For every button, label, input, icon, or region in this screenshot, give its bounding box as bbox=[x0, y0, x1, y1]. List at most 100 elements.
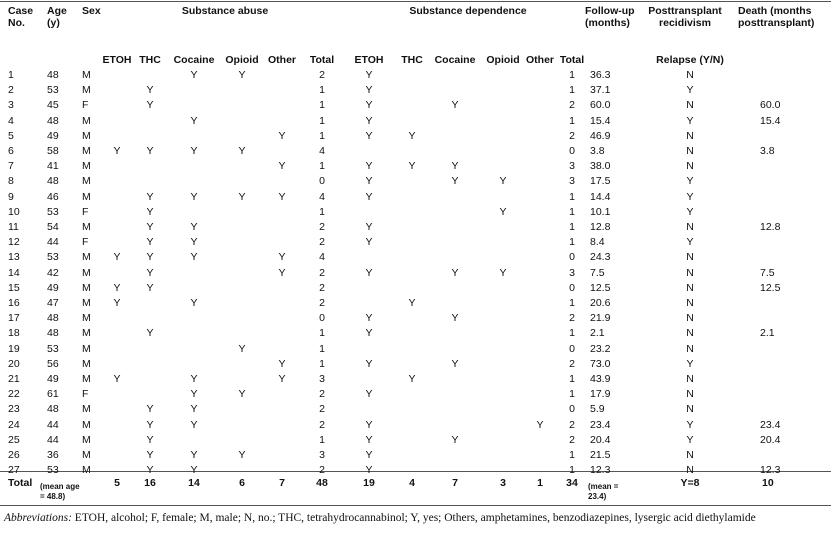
table-cell: N bbox=[686, 312, 694, 325]
table-cell: Y bbox=[146, 449, 154, 461]
table-cell: Y bbox=[146, 84, 154, 97]
subheader-cell: ETOH bbox=[102, 54, 132, 66]
table-cell: 2 bbox=[319, 418, 325, 431]
table-cell: Y bbox=[365, 312, 373, 325]
table-cell: Y bbox=[365, 69, 373, 81]
table-cell: 25 bbox=[8, 433, 20, 446]
table-cell: 20.4 bbox=[760, 433, 781, 446]
subheader-cell: Cocaine bbox=[434, 54, 476, 66]
table-cell: Y bbox=[686, 175, 694, 188]
table-cell: 53 bbox=[47, 464, 59, 477]
header-cell: Substance abuse bbox=[181, 5, 269, 17]
table-cell: 10 bbox=[8, 205, 20, 218]
table-cell: 3.8 bbox=[590, 145, 605, 157]
table-cell: 41 bbox=[47, 160, 59, 173]
total-cell: 3 bbox=[500, 477, 506, 489]
table-cell: 5 bbox=[8, 129, 14, 142]
table-cell: 2 bbox=[319, 236, 325, 249]
table-cell: 6 bbox=[8, 145, 14, 157]
table-cell: 1 bbox=[8, 69, 14, 81]
table-cell: Y bbox=[451, 99, 459, 112]
table-cell: M bbox=[82, 403, 91, 416]
table-cell: 14 bbox=[8, 266, 20, 279]
table-cell: 1 bbox=[319, 357, 325, 370]
header-cell: Posttransplant recidivism bbox=[648, 5, 722, 29]
table-cell: Y bbox=[365, 114, 373, 127]
table-cell: N bbox=[686, 221, 694, 233]
table-cell: 1 bbox=[319, 84, 325, 97]
subheader-cell: ETOH bbox=[354, 54, 384, 66]
table-cell: Y bbox=[190, 251, 198, 264]
total-note: (mean age = 48.8) bbox=[40, 482, 80, 501]
subheader-cell: Other bbox=[525, 54, 555, 66]
table-cell: Y bbox=[408, 373, 416, 385]
table-cell: 2 bbox=[319, 464, 325, 477]
table-cell: 1 bbox=[569, 297, 575, 309]
table-cell: Y bbox=[146, 221, 154, 233]
table-cell: 15.4 bbox=[760, 114, 781, 127]
table-cell: 21.9 bbox=[590, 312, 611, 325]
table-cell: 1 bbox=[319, 433, 325, 446]
table-cell: 2 bbox=[319, 266, 325, 279]
table-cell: 19 bbox=[8, 342, 20, 355]
total-cell: 19 bbox=[363, 477, 375, 489]
table-cell: N bbox=[686, 327, 694, 340]
table-cell: 1 bbox=[569, 373, 575, 385]
table-cell: Y bbox=[113, 251, 121, 264]
total-cell: Y=8 bbox=[680, 477, 700, 489]
table-cell: Y bbox=[686, 236, 694, 249]
table-cell: 3 bbox=[569, 160, 575, 173]
table-cell: 1 bbox=[319, 99, 325, 112]
table-cell: Y bbox=[146, 236, 154, 249]
table-cell: 0 bbox=[569, 145, 575, 157]
table-cell: Y bbox=[365, 175, 373, 188]
total-cell: 4 bbox=[409, 477, 415, 489]
table-cell: 2 bbox=[569, 99, 575, 112]
table-cell: M bbox=[82, 433, 91, 446]
table-cell: Y bbox=[113, 297, 121, 309]
table-cell: 3 bbox=[319, 373, 325, 385]
table-cell: Y bbox=[451, 433, 459, 446]
table-cell: N bbox=[686, 281, 694, 294]
table-cell: 53 bbox=[47, 84, 59, 97]
table-cell: N bbox=[686, 388, 694, 401]
total-cell: 10 bbox=[762, 477, 774, 489]
table-cell: 18 bbox=[8, 327, 20, 340]
table-cell: Y bbox=[365, 418, 373, 431]
table-cell: 36.3 bbox=[590, 69, 611, 81]
table-cell: N bbox=[686, 145, 694, 157]
table-cell: Y bbox=[146, 403, 154, 416]
table-cell: Y bbox=[451, 357, 459, 370]
table-cell: Y bbox=[365, 99, 373, 112]
table-cell: Y bbox=[190, 297, 198, 309]
table-cell: 1 bbox=[319, 205, 325, 218]
table-cell: 48 bbox=[47, 403, 59, 416]
table-cell: 17 bbox=[8, 312, 20, 325]
total-cell: 5 bbox=[114, 477, 120, 489]
table-cell: 12 bbox=[8, 236, 20, 249]
table-cell: 1 bbox=[569, 69, 575, 81]
table-cell: Y bbox=[365, 357, 373, 370]
table-cell: Y bbox=[190, 388, 198, 401]
table-cell: Y bbox=[238, 449, 246, 461]
table-cell: 12.8 bbox=[760, 221, 781, 233]
rule bbox=[0, 505, 831, 506]
table-cell: 3 bbox=[569, 175, 575, 188]
table-cell: 2 bbox=[319, 281, 325, 294]
table-cell: 36 bbox=[47, 449, 59, 461]
table-cell: Y bbox=[190, 418, 198, 431]
table-cell: Y bbox=[146, 433, 154, 446]
table-cell: M bbox=[82, 342, 91, 355]
table-cell: 2 bbox=[319, 388, 325, 401]
table-cell: Y bbox=[686, 433, 694, 446]
table-cell: Y bbox=[686, 84, 694, 97]
table-cell: 1 bbox=[319, 160, 325, 173]
table-cell: Y bbox=[238, 342, 246, 355]
table-cell: Y bbox=[278, 190, 286, 203]
total-cell: Total bbox=[8, 477, 33, 489]
table-cell: 21.5 bbox=[590, 449, 611, 461]
table-cell: Y bbox=[365, 190, 373, 203]
subheader-cell: Total bbox=[309, 54, 335, 66]
table-cell: N bbox=[686, 99, 694, 112]
